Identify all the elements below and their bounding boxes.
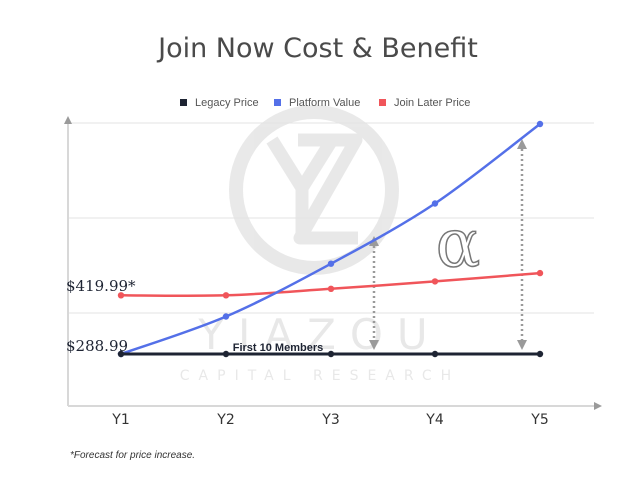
first-members-annotation: First 10 Members xyxy=(233,342,323,354)
data-point xyxy=(117,292,125,299)
data-point xyxy=(536,350,544,358)
watermark-name: YIAZOU xyxy=(197,310,441,359)
x-tick-label: Y3 xyxy=(321,412,339,428)
watermark-logo-mark xyxy=(266,133,363,245)
x-tick-label: Y4 xyxy=(425,412,444,428)
data-point xyxy=(431,350,439,358)
x-tick-label: Y2 xyxy=(216,412,234,428)
alpha-symbol: α xyxy=(436,205,481,282)
x-tick-label: Y1 xyxy=(111,412,129,428)
chart-title: Join Now Cost & Benefit xyxy=(156,33,478,64)
legend-swatch xyxy=(379,99,386,106)
data-point xyxy=(536,120,544,128)
data-point xyxy=(327,285,335,292)
legend-label: Platform Value xyxy=(289,97,360,109)
data-point xyxy=(431,278,439,285)
watermark: YIAZOU CAPITAL RESEARCH xyxy=(180,105,460,384)
data-point xyxy=(222,350,230,358)
legend-label: Legacy Price xyxy=(195,97,259,109)
x-tick-labels: Y1 Y2 Y3 Y4 Y5 xyxy=(111,412,548,428)
watermark-logo-ring xyxy=(229,105,399,275)
data-point xyxy=(431,200,439,207)
x-tick-label: Y5 xyxy=(530,412,548,428)
legend-swatch xyxy=(180,99,187,106)
gridlines xyxy=(68,122,594,314)
price-label-join-later: $419.99* xyxy=(66,277,136,295)
legend: Legacy Price Platform Value Join Later Pri… xyxy=(180,97,470,109)
watermark-subtitle: CAPITAL RESEARCH xyxy=(180,368,460,384)
footnote: *Forecast for price increase. xyxy=(70,450,195,461)
data-point xyxy=(222,313,230,320)
data-point xyxy=(327,260,335,267)
legend-label: Join Later Price xyxy=(394,97,470,109)
data-point xyxy=(536,269,544,277)
legend-swatch xyxy=(274,99,281,106)
price-label-legacy: $288.99 xyxy=(66,337,128,355)
data-point xyxy=(117,350,125,358)
data-point xyxy=(222,292,230,299)
series-layer xyxy=(117,120,544,358)
data-point xyxy=(327,350,335,358)
